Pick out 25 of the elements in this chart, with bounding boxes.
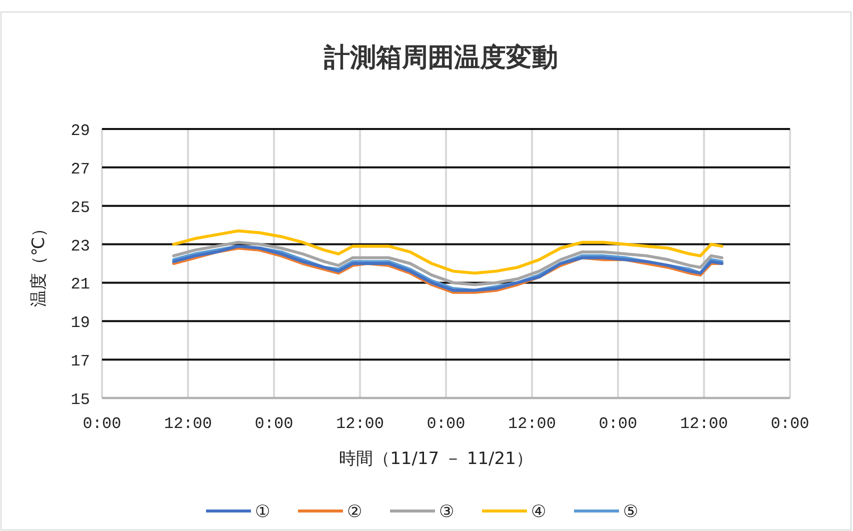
x-tick-label: 12:00 — [164, 415, 212, 433]
x-tick-label: 12:00 — [508, 415, 556, 433]
x-tick-label: 0:00 — [254, 415, 294, 433]
x-tick-label: 12:00 — [680, 415, 728, 433]
x-tick-label: 12:00 — [336, 415, 384, 433]
y-tick-label: 15 — [70, 391, 90, 409]
y-tick-label: 25 — [70, 198, 90, 217]
y-axis-title: 温度（℃） — [29, 220, 49, 308]
legend-label: ③ — [439, 502, 454, 522]
y-tick-label: 21 — [70, 276, 90, 294]
y-tick-label: 27 — [70, 160, 90, 178]
x-tick-label: 0:00 — [770, 415, 810, 433]
x-axis-title: 時間（11/17 － 11/21） — [339, 449, 533, 469]
y-tick-label: 19 — [70, 314, 90, 332]
legend-label: ② — [347, 502, 362, 522]
chart-title: 計測箱周囲温度変動 — [323, 43, 558, 73]
x-tick-label: 0:00 — [598, 415, 638, 433]
x-tick-label: 0:00 — [426, 415, 466, 433]
y-tick-label: 29 — [70, 122, 90, 140]
x-tick-label: 0:00 — [82, 415, 122, 433]
legend-label: ⑤ — [623, 502, 638, 522]
y-tick-label: 17 — [70, 352, 90, 371]
legend-label: ④ — [531, 502, 546, 522]
legend-label: ① — [255, 502, 270, 522]
y-tick-label: 23 — [70, 237, 90, 256]
